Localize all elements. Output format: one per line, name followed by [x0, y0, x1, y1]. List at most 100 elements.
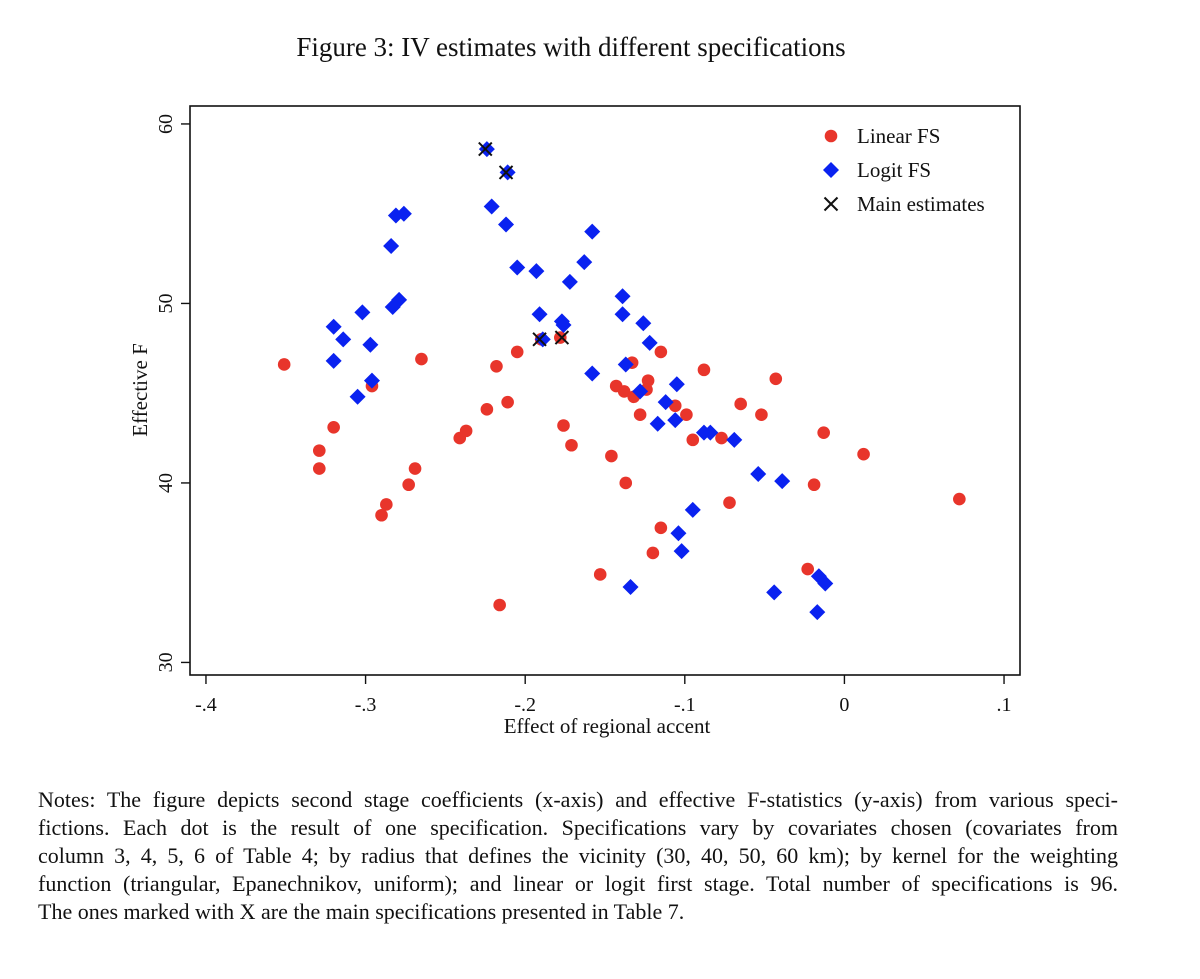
- point-main-estimates: [498, 165, 514, 180]
- point-logit-fs: [614, 288, 631, 305]
- point-linear-fs: [557, 419, 570, 432]
- point-logit-fs: [684, 501, 701, 518]
- point-logit-fs: [498, 216, 515, 233]
- point-logit-fs: [362, 336, 379, 353]
- point-logit-fs: [528, 263, 545, 280]
- legend: Linear FS Logit FS Main estimates: [823, 124, 985, 216]
- point-linear-fs: [605, 449, 618, 463]
- point-logit-fs: [383, 238, 400, 255]
- point-linear-fs: [680, 408, 693, 422]
- point-main-estimates: [532, 332, 547, 347]
- legend-marker-circle: [824, 129, 838, 143]
- point-logit-fs: [673, 543, 690, 560]
- point-logit-fs: [657, 394, 674, 411]
- data-points: [277, 141, 966, 621]
- point-linear-fs: [312, 444, 326, 457]
- point-linear-fs: [734, 397, 747, 411]
- point-linear-fs: [510, 345, 524, 359]
- point-linear-fs: [654, 521, 668, 535]
- point-logit-fs: [391, 291, 408, 308]
- point-linear-fs: [593, 568, 607, 581]
- point-logit-fs: [635, 315, 652, 332]
- x-tick-label: 0: [839, 694, 849, 716]
- figure-notes: Notes: The figure depicts second stage c…: [38, 786, 1118, 926]
- point-logit-fs: [335, 331, 352, 348]
- x-tick-label: -.2: [514, 694, 536, 716]
- point-linear-fs: [375, 508, 388, 522]
- point-logit-fs: [509, 259, 526, 276]
- point-logit-fs: [670, 525, 687, 542]
- point-logit-fs: [483, 198, 500, 215]
- point-logit-fs: [668, 376, 685, 393]
- point-logit-fs: [649, 415, 666, 432]
- notes-line: The ones marked with X are the main spec…: [38, 899, 685, 924]
- x-tick-label: -.4: [195, 694, 217, 716]
- point-logit-fs: [561, 273, 578, 290]
- point-logit-fs: [354, 304, 371, 321]
- point-linear-fs: [380, 498, 393, 511]
- point-logit-fs: [809, 604, 826, 621]
- point-logit-fs: [325, 318, 342, 335]
- point-logit-fs: [622, 579, 639, 596]
- point-linear-fs: [654, 345, 668, 359]
- point-linear-fs: [801, 562, 815, 576]
- point-linear-fs: [686, 433, 700, 447]
- point-linear-fs: [565, 438, 578, 452]
- point-linear-fs: [312, 462, 326, 475]
- point-logit-fs: [766, 584, 783, 601]
- point-linear-fs: [755, 408, 768, 422]
- y-tick-label: 50: [155, 293, 177, 313]
- figure-title: Figure 3: IV estimates with different sp…: [296, 32, 846, 62]
- point-logit-fs: [817, 575, 834, 592]
- y-axis: 30 40 50 60: [155, 114, 190, 672]
- point-linear-fs: [402, 478, 415, 492]
- point-linear-fs: [501, 395, 514, 409]
- x-axis: -.4 -.3 -.2 -.1 0 .1: [195, 675, 1012, 716]
- point-logit-fs: [667, 412, 684, 429]
- point-linear-fs: [697, 363, 711, 377]
- y-tick-label: 40: [155, 473, 177, 493]
- point-logit-fs: [478, 141, 495, 158]
- point-logit-fs: [617, 356, 634, 373]
- point-logit-fs: [363, 372, 380, 389]
- point-main-estimates: [554, 330, 570, 345]
- point-logit-fs: [726, 431, 743, 448]
- point-logit-fs: [632, 383, 649, 400]
- y-tick-label: 60: [155, 114, 177, 134]
- point-logit-fs: [641, 334, 658, 351]
- point-linear-fs: [807, 478, 821, 492]
- point-linear-fs: [493, 598, 506, 612]
- point-linear-fs: [857, 447, 870, 461]
- legend-marker-diamond: [823, 162, 839, 178]
- point-logit-fs: [750, 465, 767, 482]
- x-tick-label: -.1: [674, 694, 696, 716]
- y-axis-label: Effective F: [128, 343, 152, 437]
- plot-frame: [189, 105, 1021, 676]
- point-logit-fs: [349, 388, 366, 405]
- point-logit-fs: [702, 424, 719, 441]
- notes-line: fictions. Each dot is the result of one …: [38, 815, 1118, 840]
- point-linear-fs: [646, 546, 660, 560]
- point-linear-fs: [723, 496, 736, 509]
- y-tick-label: 30: [155, 652, 177, 672]
- scatter-chart: -.4 -.3 -.2 -.1 0 .1 30 40 50 60 Linear FS Logit …: [128, 105, 1021, 738]
- point-linear-fs: [480, 403, 494, 416]
- point-logit-fs: [584, 223, 601, 240]
- point-linear-fs: [327, 420, 340, 434]
- point-linear-fs: [715, 431, 728, 445]
- legend-label: Logit FS: [857, 158, 931, 182]
- x-tick-label: -.3: [355, 694, 377, 716]
- point-logit-fs: [531, 306, 548, 323]
- point-main-estimates: [478, 141, 493, 157]
- point-logit-fs: [499, 164, 516, 181]
- x-tick-label: .1: [997, 694, 1012, 716]
- point-logit-fs: [774, 473, 791, 490]
- point-logit-fs: [584, 365, 601, 382]
- point-linear-fs: [617, 385, 631, 398]
- point-linear-fs: [769, 372, 783, 386]
- point-logit-fs: [395, 205, 412, 222]
- point-linear-fs: [619, 476, 633, 490]
- point-linear-fs: [554, 331, 567, 344]
- notes-line: column 3, 4, 5, 6 of Table 4; by radius …: [38, 843, 1118, 868]
- point-linear-fs: [459, 424, 473, 438]
